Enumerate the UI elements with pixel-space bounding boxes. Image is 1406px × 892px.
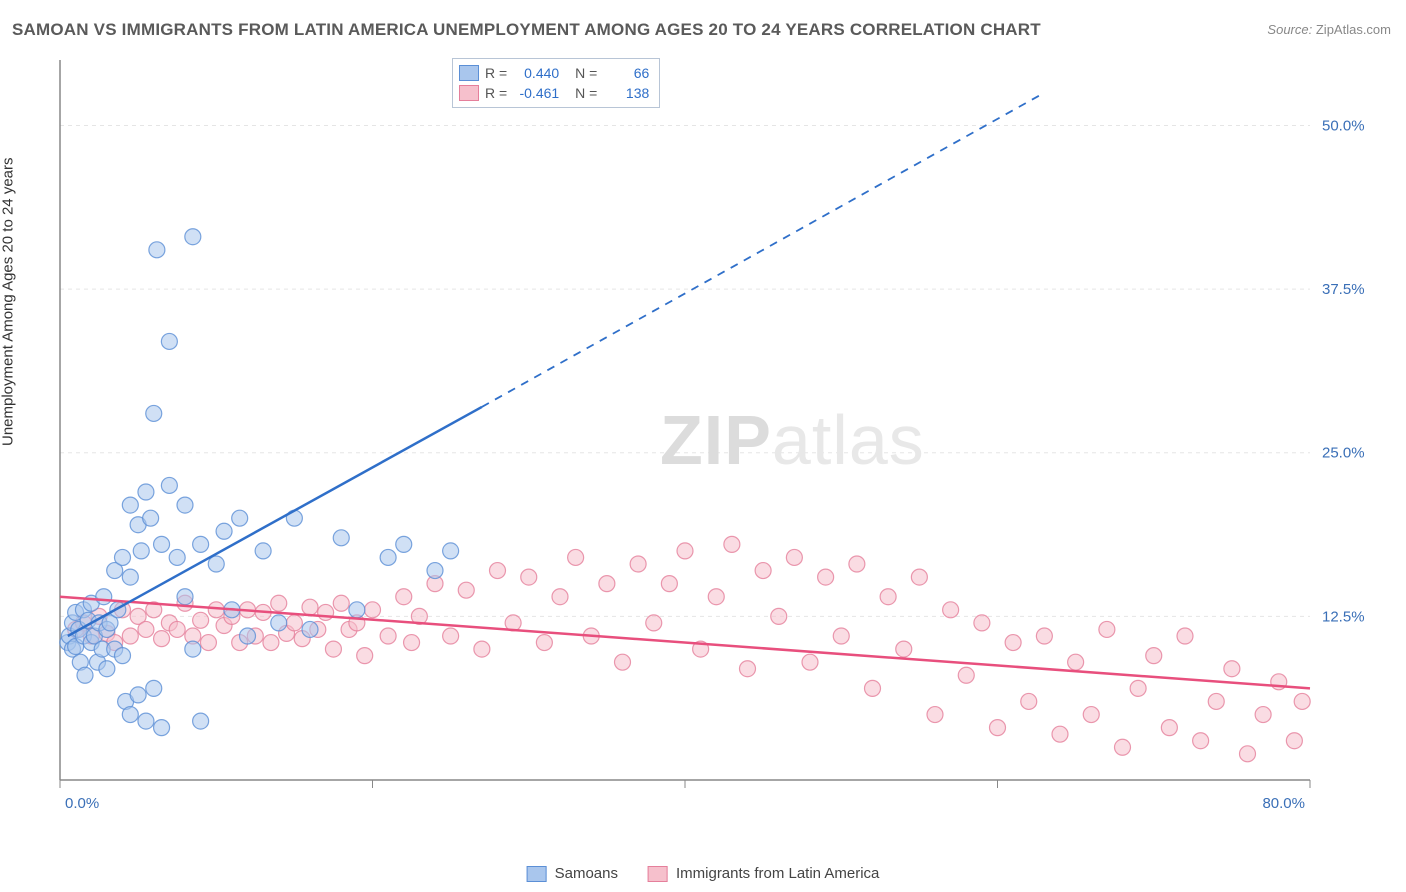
- n-label-2: N =: [575, 83, 597, 103]
- svg-text:37.5%: 37.5%: [1322, 281, 1365, 298]
- source-value: ZipAtlas.com: [1316, 22, 1391, 37]
- svg-text:80.0%: 80.0%: [1262, 795, 1305, 812]
- bottom-legend: Samoans Immigrants from Latin America: [527, 865, 880, 882]
- stats-row-series-2: R = -0.461 N = 138: [459, 83, 649, 103]
- legend-label-1: Samoans: [555, 865, 618, 882]
- swatch-series-1: [459, 65, 479, 81]
- svg-text:0.0%: 0.0%: [65, 795, 99, 812]
- legend-swatch-2: [648, 866, 668, 882]
- legend-item-1: Samoans: [527, 865, 618, 882]
- n-value-2: 138: [603, 83, 649, 103]
- n-label-1: N =: [575, 63, 597, 83]
- swatch-series-2: [459, 85, 479, 101]
- chart-title: SAMOAN VS IMMIGRANTS FROM LATIN AMERICA …: [12, 20, 1041, 40]
- legend-item-2: Immigrants from Latin America: [648, 865, 879, 882]
- n-value-1: 66: [603, 63, 649, 83]
- r-label-1: R =: [485, 63, 507, 83]
- legend-swatch-1: [527, 866, 547, 882]
- chart-source: Source: ZipAtlas.com: [1267, 22, 1391, 37]
- r-label-2: R =: [485, 83, 507, 103]
- chart-container: SAMOAN VS IMMIGRANTS FROM LATIN AMERICA …: [0, 0, 1406, 892]
- source-label: Source:: [1267, 22, 1312, 37]
- svg-text:25.0%: 25.0%: [1322, 445, 1365, 462]
- svg-text:12.5%: 12.5%: [1322, 608, 1365, 625]
- plot-area: 0.0%80.0%12.5%25.0%37.5%50.0% ZIPatlas: [50, 50, 1380, 830]
- svg-text:50.0%: 50.0%: [1322, 117, 1365, 134]
- correlation-stats-box: R = 0.440 N = 66 R = -0.461 N = 138: [452, 58, 660, 108]
- scatter-plot-svg: 0.0% 80.0% 12.5% 25.0% 37.5% 50.0%: [50, 50, 1380, 830]
- y-axis-label: Unemployment Among Ages 20 to 24 years: [0, 157, 17, 446]
- legend-label-2: Immigrants from Latin America: [676, 865, 879, 882]
- r-value-2: -0.461: [513, 83, 559, 103]
- stats-row-series-1: R = 0.440 N = 66: [459, 63, 649, 83]
- r-value-1: 0.440: [513, 63, 559, 83]
